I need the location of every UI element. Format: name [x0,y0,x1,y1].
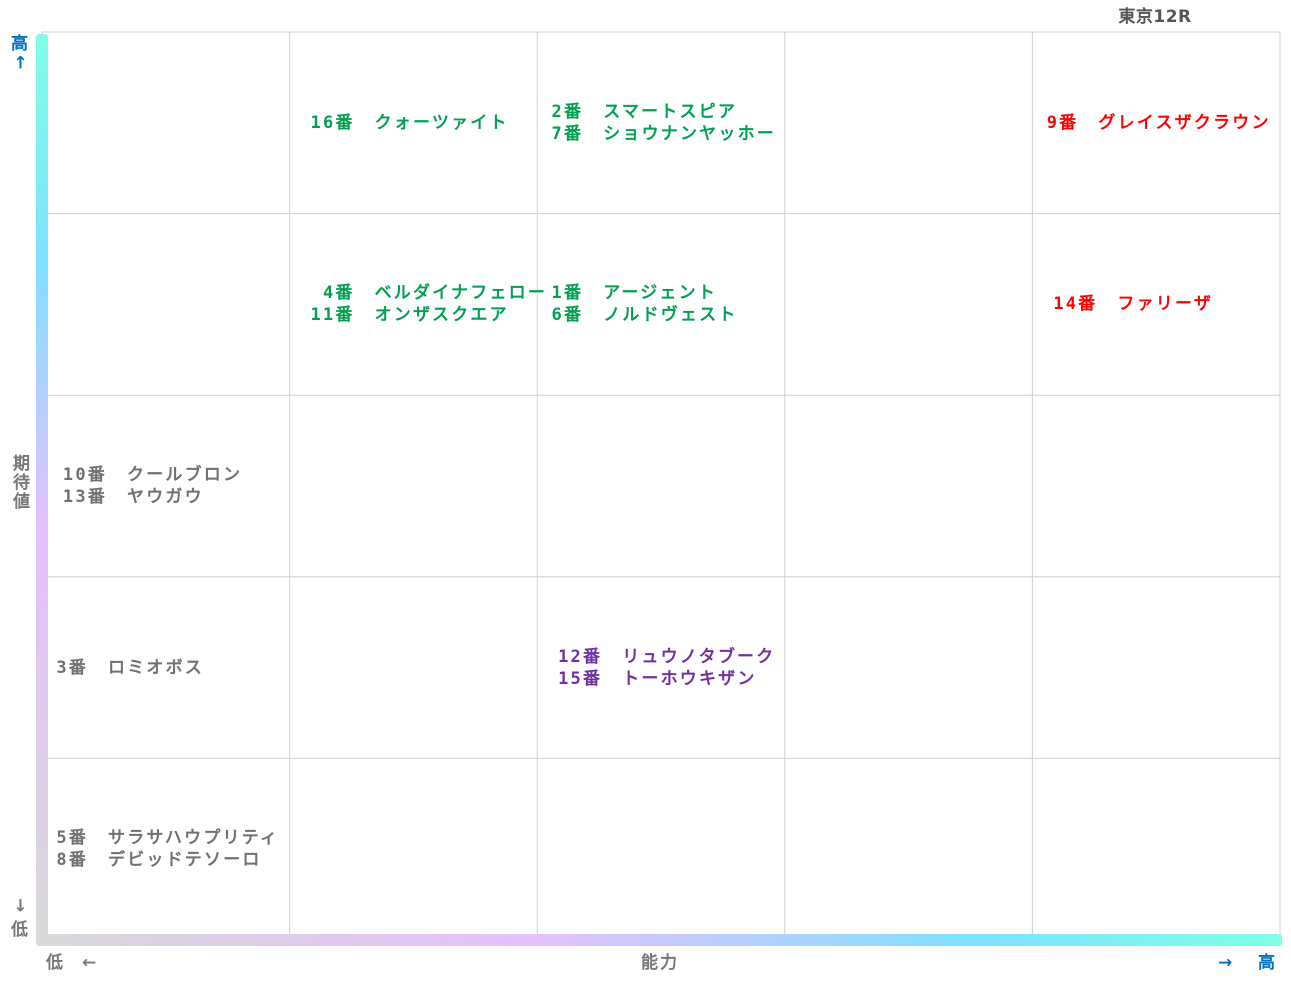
horse-number: 11番 [310,305,355,326]
horse-number: 16番 [310,112,355,133]
horse-entry: 2番 スマートスピア [545,101,783,123]
horse-number: 14番 [1053,294,1098,315]
horse-number: 10番 [62,464,107,485]
x-axis-high-label: 高 [1258,953,1275,973]
horse-number: 6番 [551,305,584,326]
y-axis-title: 期待値 [9,454,29,511]
horse-entry: 10番 クールブロン [50,464,288,486]
matrix-cell: 5番 サラサハウプリティ 8番 デビッドテソーロ [50,758,288,940]
horse-number: 7番 [551,123,584,144]
horse-name: オンザスクエア [374,305,509,326]
horse-number: 1番 [551,283,584,304]
horse-entry: 16番 クォーツァイト [298,112,536,134]
horse-entry: 6番 ノルドヴェスト [545,304,783,326]
horse-entry: 11番 オンザスクエア [298,304,536,326]
horse-number: 4番 [322,283,355,304]
horse-number: 12番 [558,646,603,667]
horse-number: 8番 [56,850,88,871]
x-axis-low-label: 低 [46,953,63,973]
horse-name: グレイスザクラウン [1098,112,1271,133]
horse-entry: 15番 トーホウキザン [545,668,783,690]
horse-name: スマートスピア [603,101,738,122]
horse-name: ショウナンヤッホー [603,123,776,144]
matrix-cell: 9番 グレイスザクラウン [1040,32,1278,214]
matrix-cell: 16番 クォーツァイト [298,32,536,214]
matrix-cell: 4番 ベルダイナフェロー 11番 オンザスクエア [298,214,545,396]
matrix-cell: 3番 ロミオボス [50,577,288,759]
matrix-cell: 12番 リュウノタブーク 15番 トーホウキザン [545,577,783,759]
y-axis-high-arrow-icon: ← [10,55,30,70]
horse-number: 2番 [551,101,584,122]
horse-number: 9番 [1046,112,1079,133]
grid-lines [41,31,1281,941]
horse-entry: 7番 ショウナンヤッホー [545,123,783,145]
horse-number: 3番 [56,657,88,678]
x-axis-bar [36,934,1282,946]
horse-name: アージェント [603,283,718,304]
y-axis-high-label: 高 [11,34,28,54]
x-axis-low-arrow-icon: ← [82,953,97,973]
horse-name: ノルドヴェスト [603,305,738,326]
horse-name: クォーツァイト [374,112,509,133]
horse-name: クールブロン [127,464,243,485]
horse-entry: 13番 ヤウガウ [50,486,288,508]
matrix-cell: 10番 クールブロン 13番 ヤウガウ [50,395,288,577]
horse-number: 5番 [56,828,88,849]
horse-entry: 5番 サラサハウプリティ [50,827,288,849]
horse-name: トーホウキザン [622,668,757,689]
horse-entry: 9番 グレイスザクラウン [1040,112,1278,134]
y-axis-bar [36,34,48,942]
horse-entry: 12番 リュウノタブーク [545,646,783,668]
horse-number: 15番 [558,668,603,689]
horse-entry: 3番 ロミオボス [50,657,288,679]
horse-number: 13番 [62,486,107,507]
horse-name: ヤウガウ [127,486,204,507]
matrix-cell: 14番 ファリーザ [1040,214,1278,396]
horse-name: ロミオボス [108,657,204,678]
x-axis-high-arrow-icon: → [1218,953,1233,973]
horse-name: リュウノタブーク [622,646,776,667]
horse-entry: 14番 ファリーザ [1040,293,1278,315]
y-axis-low-arrow-icon: → [10,898,30,913]
horse-entry: 4番 ベルダイナフェロー [298,282,545,304]
horse-name: ファリーザ [1117,294,1214,315]
matrix-cell: 1番 アージェント 6番 ノルドヴェスト [545,214,783,396]
horse-entry: 1番 アージェント [545,282,783,304]
y-axis-low-label: 低 [11,920,28,940]
chart-title: 東京12R [1118,7,1192,27]
x-axis-title: 能力 [641,953,679,973]
horse-entry: 8番 デビッドテソーロ [50,849,288,871]
horse-name: ベルダイナフェロー [374,283,548,304]
horse-name: サラサハウプリティ [108,828,280,849]
matrix-cell: 2番 スマートスピア 7番 ショウナンヤッホー [545,32,783,214]
horse-name: デビッドテソーロ [108,850,262,871]
